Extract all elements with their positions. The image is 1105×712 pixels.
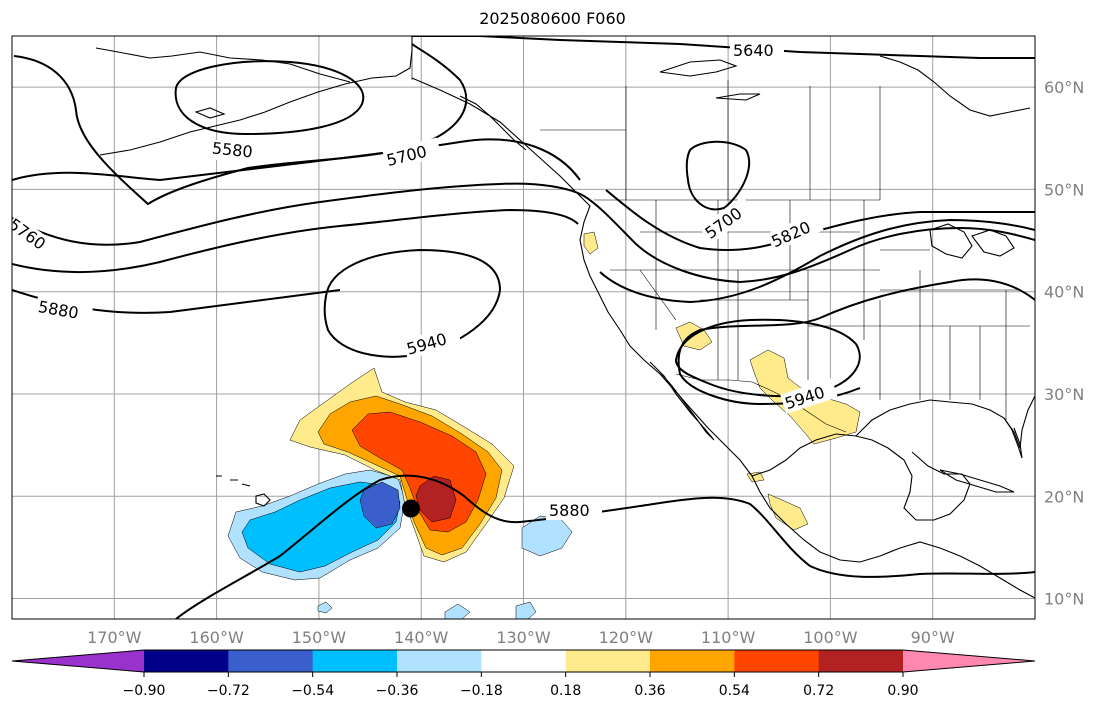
colorbar-tick-label: −0.72 <box>207 683 250 699</box>
contour-label-bg <box>546 500 602 520</box>
latitude-tick-label: 10°N <box>1044 590 1084 609</box>
colorbar-tick-label: 0.36 <box>634 683 665 699</box>
colorbar-tick-label: −0.18 <box>460 683 503 699</box>
colorbar-tick-label: 0.18 <box>550 683 581 699</box>
contour-5580-inner <box>174 60 365 136</box>
colorbar-segment <box>818 650 904 672</box>
colorbar-segment <box>144 650 229 672</box>
map-title: 2025080600 F060 <box>479 9 626 28</box>
shading-medium-blue <box>359 481 401 529</box>
colorbar-tick-label: −0.54 <box>291 683 334 699</box>
colorbar-extend-max <box>903 650 1035 672</box>
us-mexico-border <box>675 373 847 433</box>
latitude-tick-label: 20°N <box>1044 487 1084 506</box>
mexico-west-coast <box>751 475 1035 599</box>
contour-label-bg <box>699 196 755 244</box>
shading-light-blue-small-1 <box>521 515 573 557</box>
canada-province-lines <box>540 80 881 200</box>
height-contours <box>12 36 1035 619</box>
colorbar-tick-label: 0.54 <box>719 683 750 699</box>
colorbar-segment <box>228 650 314 672</box>
contour-5580-outer <box>13 43 468 206</box>
alaska-islands-1 <box>194 107 226 119</box>
contour-5640 <box>412 36 1035 59</box>
contour-label-bg <box>780 378 838 414</box>
contour-label-bg <box>210 140 264 160</box>
longitude-tick-label: 100°W <box>803 628 858 647</box>
gulf-coast-us <box>855 395 1035 449</box>
shading-light-blue-small-3 <box>317 601 333 614</box>
latitude-labels: 60°N 50°N 40°N 30°N 20°N 10°N <box>1044 78 1084 608</box>
pacific-northwest-coast <box>411 77 753 477</box>
longitude-tick-label: 140°W <box>394 628 449 647</box>
contour-5880-ring <box>677 278 1035 406</box>
colorbar-extend-min <box>12 650 144 672</box>
contour-5760 <box>12 182 1035 284</box>
contour-label-bg <box>12 214 59 260</box>
contour-label-5880-south: 5880 <box>549 501 590 520</box>
shading-yellow-mexico <box>767 493 809 531</box>
hudson-bay-coast <box>879 55 1031 117</box>
contour-5940-pacific <box>323 248 502 358</box>
contour-label-bg <box>382 137 442 171</box>
latitude-tick-label: 40°N <box>1044 283 1084 302</box>
us-state-lines <box>610 200 1030 420</box>
contour-label-bg <box>402 324 462 360</box>
coastlines <box>95 36 1035 599</box>
shading-dark-red <box>415 475 457 523</box>
storm-center-marker <box>401 499 420 518</box>
baja-california <box>649 361 715 441</box>
political-borders <box>411 36 1030 433</box>
hawaii-big-island <box>255 493 271 507</box>
contour-5700-closed <box>685 140 751 211</box>
alaska-coast <box>99 36 413 156</box>
contour-label-bg <box>34 295 94 326</box>
contour-5700-west <box>12 138 581 182</box>
longitude-tick-label: 120°W <box>599 628 654 647</box>
colorbar-segment <box>481 650 567 672</box>
shading-sky-blue <box>241 481 401 573</box>
longitude-tick-label: 110°W <box>701 628 756 647</box>
colorbar-segment <box>650 650 735 672</box>
longitude-labels: 170°W 160°W 150°W 140°W 130°W 120°W 110°W 100°W… <box>87 628 955 647</box>
colorbar-segment <box>734 650 820 672</box>
hawaii-islands <box>216 475 251 487</box>
longitude-tick-label: 150°W <box>292 628 347 647</box>
arctic-island <box>659 59 738 77</box>
contour-5820-west <box>12 208 579 274</box>
longitude-tick-label: 170°W <box>87 628 142 647</box>
longitude-tick-label: 90°W <box>911 628 955 647</box>
alaska-north-coast <box>95 47 351 83</box>
colorbar: −0.90 −0.72 −0.54 −0.36 −0.18 0.18 0.36 0.54 0.7… <box>11 649 1036 699</box>
colorbar-tick-label: −0.90 <box>123 683 166 699</box>
colorbar-tick-label: −0.36 <box>376 683 419 699</box>
contour-label-5640: 5640 <box>733 41 774 60</box>
shading-light-blue-small-4 <box>515 601 537 619</box>
longitude-tick-label: 160°W <box>189 628 244 647</box>
shading-yellow-oregon <box>583 231 599 255</box>
latitude-tick-label: 60°N <box>1044 78 1084 97</box>
arctic-island-2 <box>715 93 761 101</box>
cuba <box>939 469 1015 493</box>
florida <box>1003 417 1023 459</box>
colorbar-tick-label: 0.90 <box>887 683 918 699</box>
colorbar-tick-label: 0.72 <box>803 683 834 699</box>
map-frame <box>11 35 1036 620</box>
shading-light-blue-small-2 <box>444 603 471 619</box>
contour-5940-texas <box>674 318 861 398</box>
longitude-tick-label: 130°W <box>496 628 551 647</box>
colorbar-segment <box>397 650 482 672</box>
contour-label-bg <box>766 211 824 253</box>
contour-label-5580: 5580 <box>211 138 253 161</box>
colorbar-segment <box>565 650 651 672</box>
latitude-tick-label: 50°N <box>1044 180 1084 199</box>
colorbar-segment <box>312 650 398 672</box>
contour-5820-east <box>599 218 1035 304</box>
latitude-tick-label: 30°N <box>1044 385 1084 404</box>
contour-label-bg <box>730 40 784 60</box>
gulf-of-mexico-coast <box>751 433 971 521</box>
map-area: 5640 5580 5700 5760 5880 5940 5700 5820 … <box>12 36 1035 619</box>
